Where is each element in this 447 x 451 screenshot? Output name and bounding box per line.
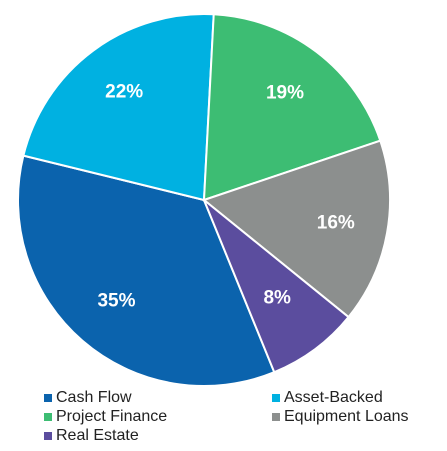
data-label: 16% [317,213,355,234]
data-label: 35% [97,290,135,311]
legend-swatch [272,394,280,402]
pie-slice [203,199,350,374]
data-label: 22% [105,82,143,103]
legend-label: Asset-Backed [284,389,383,406]
legend-swatch [44,413,52,421]
pie-slice [202,13,382,202]
legend-label: Equipment Loans [284,408,409,425]
legend-label: Real Estate [56,427,139,444]
data-label: 8% [263,288,291,309]
pie-slice [22,13,215,202]
legend-label: Cash Flow [56,389,132,406]
pie-slice [201,139,391,319]
data-label: 19% [266,82,304,103]
legend-swatch [44,432,52,440]
legend-swatch [272,413,280,421]
pie-slice [17,154,276,387]
legend-swatch [44,394,52,402]
legend-label: Project Finance [56,408,167,425]
